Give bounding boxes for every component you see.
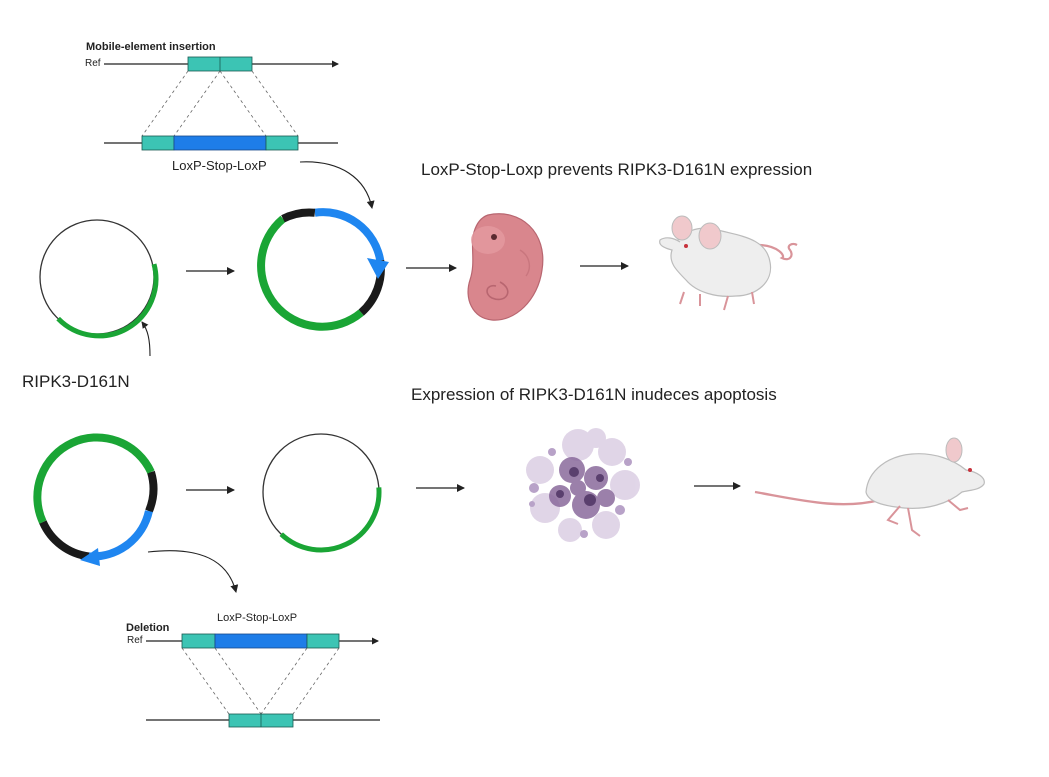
ref-label-bottom: Ref [127,635,143,646]
plasmid-empty-icon [262,433,382,553]
top-caption: LoxP-Stop-Loxp prevents RIPK3-D161N expr… [421,160,813,179]
deletion-guide-lines [181,647,340,715]
loxp-right [306,633,340,649]
gene-pointer-arrow [141,321,151,357]
loxp-right [265,135,299,151]
mouse-running-icon [754,437,985,537]
insertion-title: Mobile-element insertion [86,41,216,53]
stop-cassette [173,135,267,151]
ref-label-top: Ref [85,58,101,69]
apoptotic-cells-icon [526,428,640,542]
stop-cassette [214,633,308,649]
plasmid-with-cassette-icon [257,208,389,331]
plasmid-with-cassette-icon [33,433,158,566]
bottom-caption: Expression of RIPK3-D161N inudeces apopt… [411,385,777,404]
cassette-label-bottom: LoxP-Stop-LoxP [217,612,298,624]
embryo-icon [467,213,544,321]
insertion-guide-lines [141,70,299,137]
cassette-excise-arrow [147,550,239,593]
loxp-left [141,135,175,151]
cassette-insert-arrow [299,161,375,209]
plasmid-empty-icon [39,219,159,339]
deletion-title: Deletion [126,622,170,634]
insertion-schematic [104,56,339,151]
deletion-schematic [146,633,380,728]
mouse-standing-icon [659,215,798,311]
cassette-label-top: LoxP-Stop-LoxP [172,158,267,173]
loxp-left [181,633,216,649]
gene-label: RIPK3-D161N [22,372,130,391]
